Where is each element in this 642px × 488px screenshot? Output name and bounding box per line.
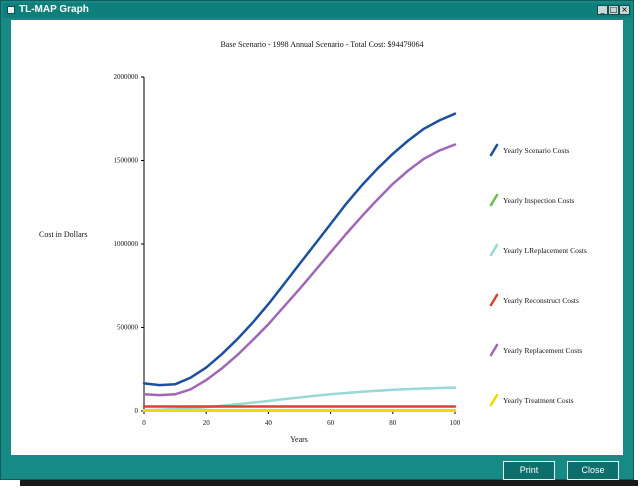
legend-label: Yearly Treatment Costs xyxy=(503,396,574,405)
chart-title: Base Scenario - 1998 Annual Scenario - T… xyxy=(220,40,423,49)
y-tick-label: 2000000 xyxy=(114,73,139,81)
window-shadow xyxy=(20,480,638,486)
legend-swatch xyxy=(489,243,499,257)
legend-swatch xyxy=(489,143,499,157)
x-tick-label: 40 xyxy=(265,419,273,427)
series-line-yearly-replacement-costs xyxy=(142,143,457,397)
series-line-yearly-scenario-costs xyxy=(142,112,457,387)
line-chart: Base Scenario - 1998 Annual Scenario - T… xyxy=(39,40,587,444)
x-tick-label: 100 xyxy=(450,419,461,427)
legend-swatch xyxy=(489,293,499,307)
print-button[interactable]: Print xyxy=(503,461,555,480)
legend-swatch xyxy=(489,393,499,407)
chart-area: Base Scenario - 1998 Annual Scenario - T… xyxy=(11,20,623,455)
y-tick-label: 1500000 xyxy=(114,157,139,165)
legend-swatch xyxy=(489,343,499,357)
x-tick-label: 0 xyxy=(142,419,146,427)
legend-label: Yearly Reconstruct Costs xyxy=(503,296,579,305)
legend-label: Yearly Scenario Costs xyxy=(503,146,569,155)
legend-label: Yearly Inspection Costs xyxy=(503,196,574,205)
maximize-button[interactable]: □ xyxy=(608,5,619,15)
legend-label: Yearly Replacement Costs xyxy=(503,346,582,355)
window-title: TL-MAP Graph xyxy=(19,4,89,15)
y-tick-label: 500000 xyxy=(117,324,139,332)
x-tick-label: 60 xyxy=(327,419,335,427)
y-axis-label: Cost in Dollars xyxy=(39,230,87,239)
close-window-button[interactable]: × xyxy=(619,5,630,15)
legend-label: Yearly LReplacement Costs xyxy=(503,246,587,255)
y-tick-label: 1000000 xyxy=(114,240,139,248)
close-button[interactable]: Close xyxy=(567,461,619,480)
series-lines xyxy=(142,112,457,412)
axes: 0 20 40 60 80 100 0 500000 1000000 1500000 2000000 xyxy=(114,73,461,427)
x-tick-label: 20 xyxy=(203,419,211,427)
y-tick-label: 0 xyxy=(135,407,139,415)
legend-swatch xyxy=(489,193,499,207)
x-axis-label: Years xyxy=(290,435,308,444)
series-line-yearly-lreplacement-costs xyxy=(142,386,457,412)
app-icon xyxy=(7,6,15,14)
title-bar[interactable]: TL-MAP Graph _ □ × xyxy=(3,3,631,18)
minimize-button[interactable]: _ xyxy=(597,5,608,15)
legend: Yearly Scenario Costs Yearly Inspection C… xyxy=(489,143,587,407)
graph-window: TL-MAP Graph _ □ × Base Scenario - 1998 … xyxy=(0,0,634,480)
x-tick-label: 80 xyxy=(389,419,397,427)
